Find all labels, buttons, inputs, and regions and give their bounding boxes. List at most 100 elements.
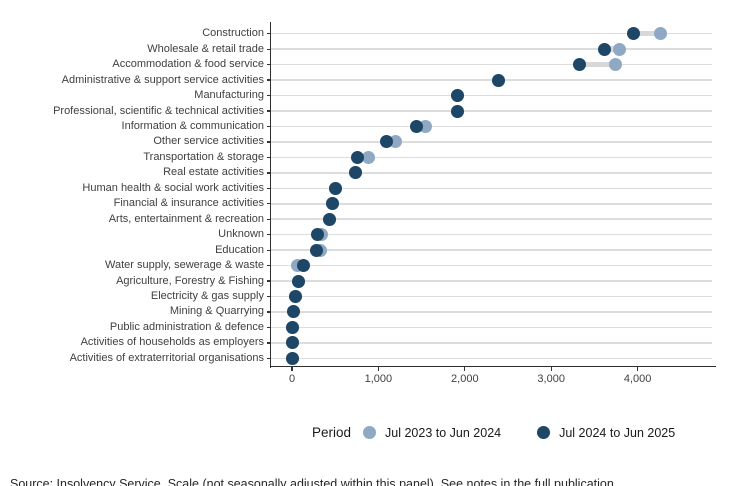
dot-jul-2024-to-jun-2025 xyxy=(626,27,640,41)
dot-jul-2024-to-jun-2025 xyxy=(289,290,303,304)
legend-dot-jul-2023-jun-2024-icon xyxy=(363,426,377,439)
y-axis-tick xyxy=(266,79,271,81)
x-axis-tick xyxy=(291,367,293,372)
x-axis-tick xyxy=(550,367,552,372)
gridline xyxy=(271,94,712,97)
gridline xyxy=(271,249,712,251)
category-label: Real estate activities xyxy=(163,166,264,179)
category-label: Administrative & support service activit… xyxy=(61,73,264,86)
y-axis-tick xyxy=(266,187,271,189)
gridline xyxy=(271,280,712,282)
y-axis-tick xyxy=(266,172,271,174)
gridline xyxy=(271,342,712,344)
legend-label-period-2: Jul 2024 to Jun 2025 xyxy=(559,425,676,440)
x-axis-tick-label: 3,000 xyxy=(537,372,565,385)
category-label: Professional, scientific & technical act… xyxy=(53,104,264,117)
period-connector xyxy=(579,61,616,68)
legend-title: Period xyxy=(312,425,352,440)
dot-jul-2024-to-jun-2025 xyxy=(451,89,465,103)
y-axis-tick xyxy=(266,280,271,282)
category-label: Unknown xyxy=(218,228,264,241)
category-label: Mining & Quarrying xyxy=(169,305,264,318)
gridline xyxy=(271,218,712,220)
x-axis-tick-label: 4,000 xyxy=(623,372,652,385)
dot-jul-2024-to-jun-2025 xyxy=(598,42,612,56)
y-axis-tick xyxy=(266,125,271,128)
gridline xyxy=(271,141,712,143)
dot-jul-2024-to-jun-2025 xyxy=(309,243,323,257)
gridline xyxy=(271,172,712,174)
y-axis-tick xyxy=(266,110,271,112)
gridline xyxy=(271,32,712,35)
dot-jul-2023-to-jun-2024 xyxy=(608,58,622,72)
dot-jul-2023-to-jun-2024 xyxy=(612,42,626,56)
y-axis-tick xyxy=(266,203,271,205)
gridline xyxy=(271,79,712,81)
category-label: Accommodation & food service xyxy=(112,58,264,71)
dot-jul-2024-to-jun-2025 xyxy=(349,166,363,180)
gridline xyxy=(271,187,712,190)
y-axis-tick xyxy=(266,141,271,143)
dot-jul-2024-to-jun-2025 xyxy=(491,73,505,87)
gridline xyxy=(271,295,712,298)
category-label: Activities of households as employers xyxy=(80,336,264,349)
y-axis-tick xyxy=(266,342,271,344)
legend-item-period-1: Jul 2023 to Jun 2024 xyxy=(363,426,501,440)
x-axis-tick xyxy=(464,367,466,372)
y-axis-tick xyxy=(266,48,271,50)
dot-jul-2024-to-jun-2025 xyxy=(573,58,587,72)
dot-jul-2024-to-jun-2025 xyxy=(379,135,393,149)
y-axis-tick xyxy=(266,249,271,251)
category-label: Financial & insurance activities xyxy=(113,197,264,210)
category-label: Manufacturing xyxy=(194,89,264,102)
x-axis-tick-label: 2,000 xyxy=(451,372,479,385)
dot-jul-2024-to-jun-2025 xyxy=(310,228,324,242)
gridline xyxy=(271,326,712,329)
y-axis-tick xyxy=(266,94,271,97)
gridline xyxy=(271,357,712,360)
category-label: Human health & social work activities xyxy=(82,181,264,194)
legend-dot-jul-2024-jun-2025-icon xyxy=(537,426,551,439)
dot-jul-2024-to-jun-2025 xyxy=(285,336,299,350)
y-axis-tick xyxy=(266,295,271,298)
x-axis-tick xyxy=(377,367,380,372)
x-axis-tick xyxy=(636,367,639,372)
dot-jul-2023-to-jun-2024 xyxy=(419,119,433,133)
category-label: Transportation & storage xyxy=(143,150,264,163)
dot-jul-2024-to-jun-2025 xyxy=(328,181,342,195)
legend: Period Jul 2023 to Jun 2024 Jul 2024 to … xyxy=(312,424,711,441)
y-axis-tick xyxy=(266,311,271,313)
y-axis-tick xyxy=(266,33,271,35)
category-label: Other service activities xyxy=(153,135,264,148)
category-label: Agriculture, Forestry & Fishing xyxy=(116,274,264,287)
legend-item-period-2: Jul 2024 to Jun 2025 xyxy=(537,426,675,440)
y-axis-tick xyxy=(266,265,271,267)
gridline xyxy=(271,264,712,267)
dot-jul-2023-to-jun-2024 xyxy=(654,27,668,41)
y-axis-line xyxy=(269,22,272,368)
x-axis-tick-label: 1,000 xyxy=(364,372,393,385)
gridline xyxy=(271,156,712,159)
gridline xyxy=(271,203,712,205)
period-connector xyxy=(604,46,620,52)
category-label: Construction xyxy=(202,27,264,40)
category-label: Public administration & defence xyxy=(109,320,264,333)
dot-jul-2024-to-jun-2025 xyxy=(451,104,465,118)
dot-jul-2024-to-jun-2025 xyxy=(296,259,310,273)
gridline xyxy=(271,233,712,236)
gridline xyxy=(271,125,712,128)
dot-jul-2024-to-jun-2025 xyxy=(286,305,300,319)
source-caption: Source: Insolvency Service. Scale (not s… xyxy=(10,477,614,486)
dot-jul-2024-to-jun-2025 xyxy=(285,351,299,365)
category-label: Arts, entertainment & recreation xyxy=(108,212,264,225)
dot-jul-2023-to-jun-2024 xyxy=(361,150,375,164)
category-label: Activities of extraterritorial organisat… xyxy=(69,351,264,364)
gridline xyxy=(271,311,712,313)
y-axis-tick xyxy=(266,218,271,220)
y-axis-tick xyxy=(266,326,271,329)
gridline xyxy=(271,110,712,112)
period-connector xyxy=(633,30,661,37)
y-axis-tick xyxy=(266,234,271,236)
y-axis-tick xyxy=(266,156,271,159)
